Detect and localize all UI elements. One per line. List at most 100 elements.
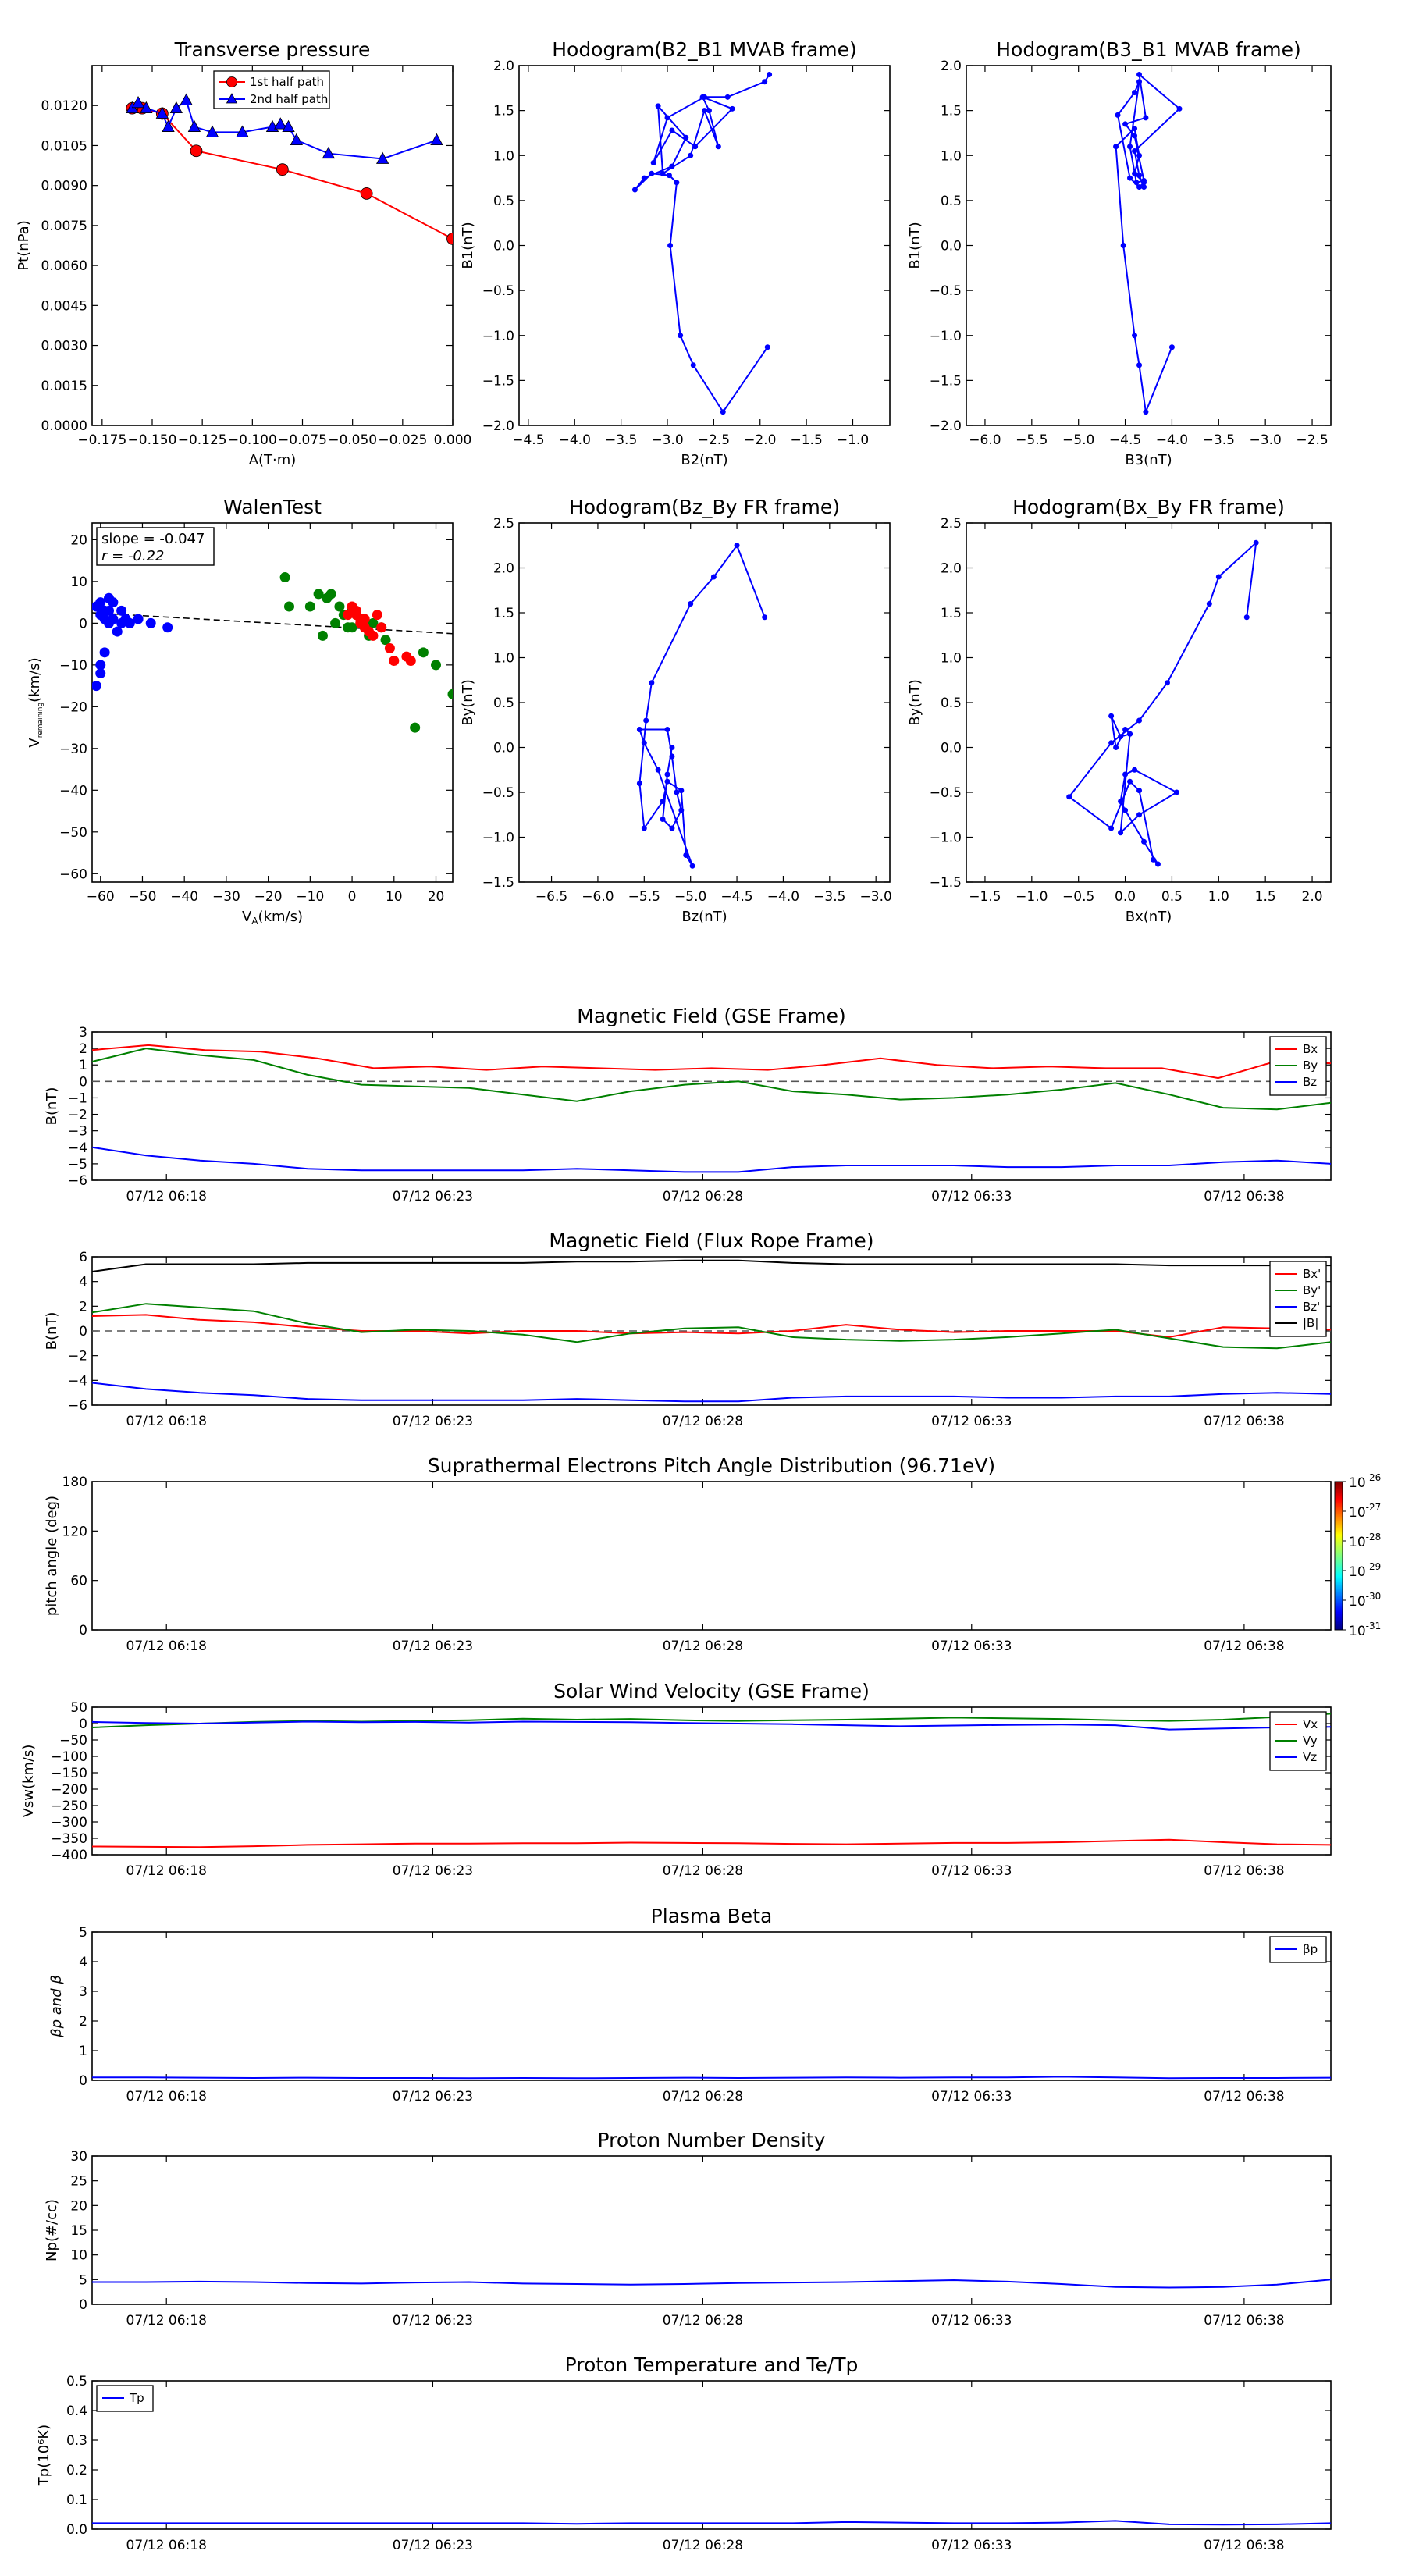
walen-test-ytick-label: −30 bbox=[59, 742, 87, 757]
transverse-pressure-point bbox=[155, 106, 169, 119]
walen-point bbox=[431, 660, 442, 671]
mag-field-fr-legend-label: Bz' bbox=[1303, 1300, 1320, 1314]
proton-temperature-xtick-label: 07/12 06:38 bbox=[1204, 2538, 1284, 2553]
walen-point bbox=[330, 617, 341, 628]
hodogram-b3-b1-xtick-label: −2.5 bbox=[1296, 432, 1328, 448]
solar-wind-velocity-ytick-label: 50 bbox=[70, 1700, 87, 1716]
hodogram-b3-b1-xtick-label: −4.5 bbox=[1109, 432, 1141, 448]
hodogram-bz-by-point bbox=[689, 863, 695, 869]
mag-field-gse-title: Magnetic Field (GSE Frame) bbox=[577, 1005, 845, 1027]
mag-field-fr-legend-label: Bx' bbox=[1303, 1267, 1321, 1281]
colorbar-label: 10-27 bbox=[1349, 1502, 1381, 1521]
hodogram-b3-b1-point bbox=[1132, 126, 1138, 132]
walen-point bbox=[108, 597, 119, 608]
proton-temperature-ytick-label: 0.5 bbox=[66, 2374, 87, 2389]
mag-field-gse-plot-area bbox=[92, 1044, 1331, 1173]
solar-wind-velocity-xtick-label: 07/12 06:23 bbox=[393, 1863, 473, 1879]
hodogram-b2-b1-ytick-label: −1.0 bbox=[482, 329, 514, 344]
hodogram-bx-by-xtick-label: 0.0 bbox=[1115, 889, 1136, 905]
transverse-pressure-point bbox=[322, 146, 336, 159]
mag-field-gse-axes-frame bbox=[91, 1031, 1332, 1181]
hodogram-bx-by-xtick-label: 1.0 bbox=[1208, 889, 1229, 905]
hodogram-bx-by-ytick-label: −1.0 bbox=[930, 831, 962, 846]
walen-point bbox=[355, 614, 366, 624]
hodogram-b2-b1-point bbox=[702, 108, 707, 114]
hodogram-b2-b1-xtick-label: −2.5 bbox=[698, 432, 730, 448]
walen-test-ytick-label: −20 bbox=[59, 699, 87, 715]
hodogram-b2-b1-xtick-label: −1.0 bbox=[837, 432, 869, 448]
mag-field-gse-xtick-label: 07/12 06:38 bbox=[1204, 1189, 1284, 1204]
hodogram-b2-b1-point bbox=[724, 94, 731, 100]
walen-test-title: WalenTest bbox=[223, 496, 322, 518]
hodogram-b3-b1-ytick-label: 0.5 bbox=[941, 194, 962, 209]
proton-temperature-axes-frame bbox=[91, 2380, 1332, 2530]
hodogram-b3-b1-point bbox=[1127, 175, 1133, 181]
hodogram-b2-b1-ytick-label: 1.5 bbox=[493, 104, 514, 119]
solar-wind-velocity-ytick-label: 0 bbox=[79, 1717, 87, 1732]
transverse-pressure-point bbox=[446, 233, 453, 245]
walen-test-xlabel: VA(km/s) bbox=[242, 909, 303, 927]
solar-wind-velocity-ytick-label: −400 bbox=[51, 1848, 87, 1863]
transverse-pressure-xtick-label: −0.050 bbox=[328, 432, 377, 448]
plasma-beta-ytick-label: 3 bbox=[79, 1984, 87, 2000]
transverse-pressure-point bbox=[236, 125, 249, 137]
mag-field-fr-series-b bbox=[92, 1259, 1331, 1272]
hodogram-b2-b1-point bbox=[666, 173, 672, 179]
hodogram-b2-b1-point bbox=[669, 127, 675, 133]
walen-point bbox=[95, 660, 106, 671]
hodogram-bz-by-ytick-label: 2.5 bbox=[493, 516, 514, 532]
transverse-pressure-title: Transverse pressure bbox=[174, 38, 371, 61]
hodogram-b2-b1-point bbox=[767, 72, 773, 78]
hodogram-bx-by-point bbox=[1108, 740, 1115, 746]
hodogram-bz-by-point bbox=[669, 753, 675, 760]
proton-temperature-ytick-label: 0.2 bbox=[66, 2463, 87, 2478]
mag-field-fr-legend-label: By' bbox=[1303, 1283, 1321, 1297]
mag-field-fr-ytick-label: −4 bbox=[68, 1373, 87, 1389]
proton-temperature-legend-label: Tp bbox=[129, 2391, 144, 2405]
plasma-beta-legend-label: βp bbox=[1303, 1942, 1318, 1956]
transverse-pressure-xlabel: A(T·m) bbox=[249, 452, 297, 468]
walen-test-xtick-label: 20 bbox=[428, 889, 445, 905]
transverse-pressure-point bbox=[375, 151, 389, 164]
hodogram-bx-by-point bbox=[1136, 717, 1143, 724]
proton-density-panel: Proton Number Density 0 5 10 15 20 25 30 07/12 0… bbox=[44, 2129, 1332, 2329]
hodogram-bz-by-point bbox=[660, 799, 666, 804]
solar-wind-velocity-ytick-label: −50 bbox=[59, 1733, 87, 1749]
hodogram-b3-b1-ytick-label: 0.0 bbox=[941, 239, 962, 254]
mag-field-gse-legend-label: Bx bbox=[1303, 1042, 1318, 1056]
pitch-angle-xtick-label: 07/12 06:23 bbox=[393, 1638, 473, 1654]
hodogram-bz-by-ytick-label: −0.5 bbox=[482, 785, 514, 801]
hodogram-b3-b1-xtick-label: −6.0 bbox=[969, 432, 1001, 448]
proton-density-xtick-label: 07/12 06:18 bbox=[126, 2313, 207, 2329]
hodogram-bx-by-point bbox=[1113, 745, 1119, 750]
transverse-pressure-point bbox=[140, 101, 153, 114]
hodogram-bx-by-point bbox=[1136, 788, 1143, 794]
hodogram-bx-by-point bbox=[1122, 727, 1129, 732]
hodogram-bx-by-point bbox=[1243, 614, 1250, 621]
hodogram-b3-b1-point bbox=[1168, 344, 1175, 350]
hodogram-b3-b1-ytick-label: 1.0 bbox=[941, 148, 962, 164]
hodogram-bx-by-point bbox=[1173, 789, 1179, 795]
walen-test-xtick-label: −50 bbox=[129, 889, 157, 905]
mag-field-gse-ytick-label: −5 bbox=[68, 1157, 87, 1172]
mag-field-gse-legend-box bbox=[1269, 1036, 1327, 1096]
hodogram-b3-b1-panel: Hodogram(B3_B1 MVAB frame) −6.0 −5.5 −5.0 −4… bbox=[907, 38, 1332, 468]
plasma-beta-ytick-label: 0 bbox=[79, 2073, 87, 2089]
pitch-angle-ylabel: pitch angle (deg) bbox=[44, 1496, 60, 1616]
mag-field-fr-ytick-label: 2 bbox=[79, 1299, 87, 1315]
proton-density-ytick-label: 20 bbox=[70, 2198, 87, 2214]
plasma-beta-xtick-label: 07/12 06:28 bbox=[663, 2089, 743, 2105]
walen-point bbox=[368, 630, 379, 641]
hodogram-bx-by-point bbox=[1066, 794, 1072, 800]
hodogram-bz-by-point bbox=[669, 745, 675, 750]
hodogram-b2-b1-point bbox=[688, 152, 694, 158]
pitch-angle-ytick-label: 180 bbox=[62, 1475, 87, 1490]
solar-wind-velocity-legend-label: Vy bbox=[1303, 1734, 1318, 1748]
hodogram-b3-b1-point bbox=[1115, 112, 1121, 118]
tp-legend-marker bbox=[226, 93, 238, 104]
hodogram-bz-by-point bbox=[641, 825, 647, 831]
transverse-pressure-ytick-label: 0.0060 bbox=[41, 258, 87, 274]
hodogram-b3-b1-xtick-label: −5.5 bbox=[1016, 432, 1048, 448]
hodogram-bz-by-ytick-label: −1.0 bbox=[482, 831, 514, 846]
